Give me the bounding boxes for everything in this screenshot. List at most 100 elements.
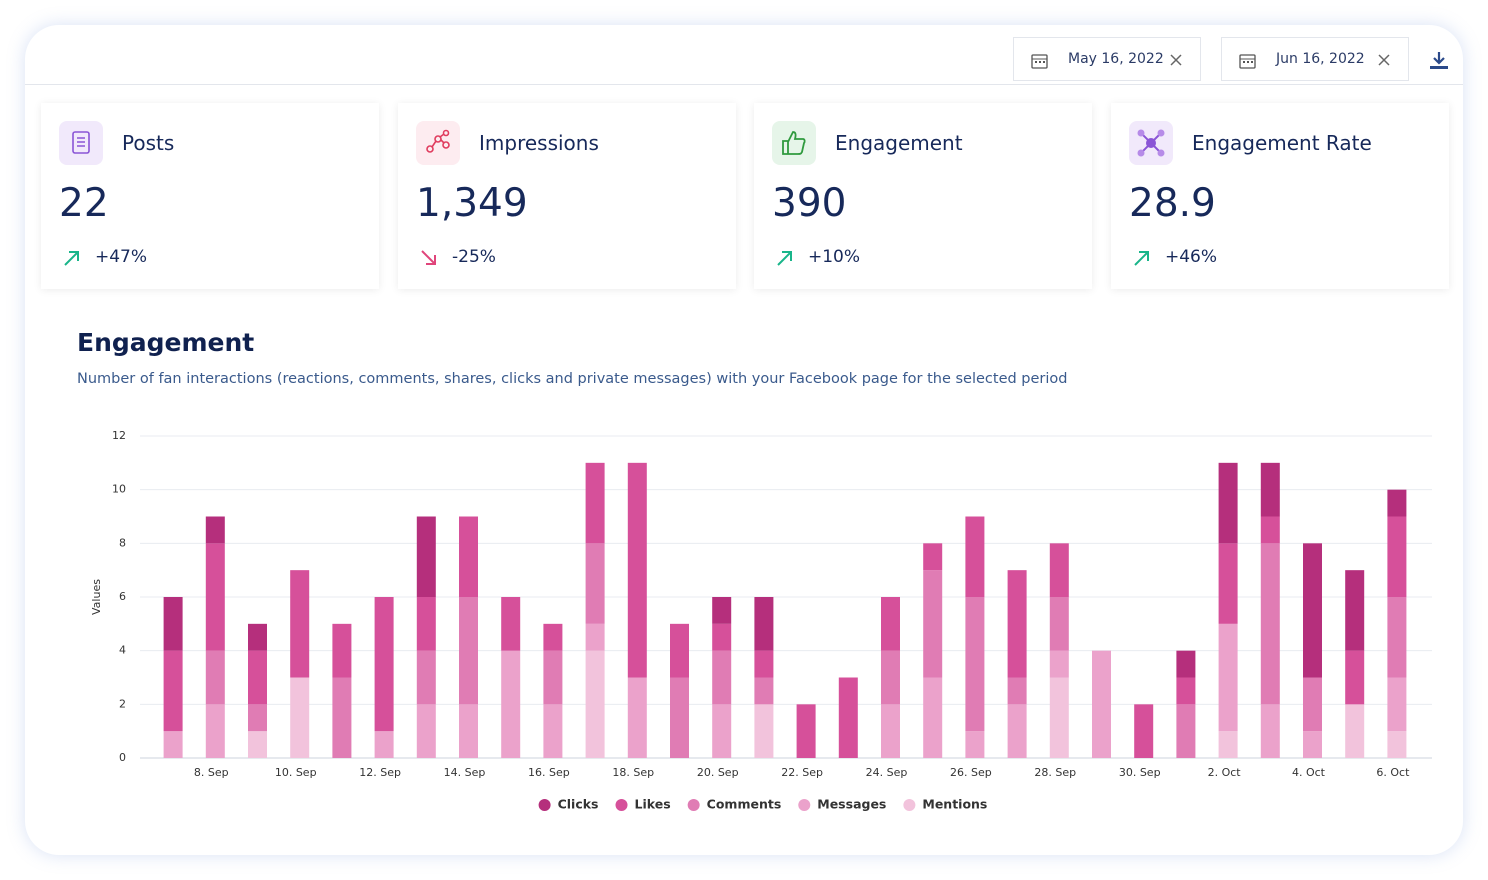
kpi-card: Engagement 390 +10%: [754, 103, 1092, 289]
bar-segment: [459, 516, 478, 597]
kpi-label: Engagement: [835, 131, 963, 155]
trend-arrow: [774, 247, 796, 273]
bar-segment: [923, 570, 943, 678]
bar-segment: [1176, 650, 1196, 678]
bar-segment: [543, 650, 563, 705]
bar-segment: [1049, 650, 1069, 678]
bar-segment: [1303, 731, 1322, 758]
x-tick-label: 14. Sep: [444, 766, 486, 779]
date-to: Jun 16, 2022: [1276, 51, 1365, 67]
bar-segment: [290, 677, 310, 758]
bar-segment: [374, 597, 394, 732]
bar-segment: [416, 704, 436, 758]
bar-segment: [796, 704, 816, 758]
bar-segment: [881, 597, 900, 651]
bar-segment: [585, 623, 605, 651]
bar-segment: [248, 623, 267, 651]
legend-marker: [538, 799, 551, 811]
bar-segment: [248, 731, 267, 758]
bar-segment: [1260, 462, 1280, 517]
bar-segment: [965, 731, 985, 758]
bar-segment: [754, 597, 774, 651]
bar-segment: [754, 650, 774, 678]
bar-segment: [712, 597, 732, 624]
date-from: May 16, 2022: [1068, 51, 1164, 67]
bar-segment: [1218, 623, 1238, 732]
bar-segment: [1218, 462, 1238, 544]
bar-segment: [248, 650, 267, 705]
bar-segment: [543, 623, 563, 651]
bar-segment: [1007, 570, 1027, 678]
bar-segment: [1387, 489, 1407, 517]
bar-segment: [1176, 704, 1196, 758]
bar-segment: [754, 704, 774, 758]
bar-segment: [459, 597, 478, 705]
kpi-value: 28.9: [1129, 181, 1216, 226]
chart-title: Engagement: [77, 328, 255, 357]
bar-segment: [1260, 516, 1280, 544]
trend-arrow: [418, 247, 440, 273]
bar-segment: [205, 516, 225, 544]
y-tick-label: 10: [112, 483, 126, 496]
kpi-label: Impressions: [479, 131, 599, 155]
date-from-picker[interactable]: May 16, 2022: [1013, 37, 1201, 81]
y-tick-label: 6: [119, 590, 126, 603]
bar-segment: [1345, 704, 1365, 758]
bar-segment: [1134, 704, 1154, 758]
bar-segment: [585, 543, 605, 624]
kpi-icon: [772, 121, 816, 165]
bar-segment: [1387, 597, 1407, 678]
date-to-picker[interactable]: Jun 16, 2022: [1221, 37, 1409, 81]
bar-segment: [923, 543, 943, 571]
bar-segment: [205, 543, 225, 651]
x-tick-label: 12. Sep: [359, 766, 401, 779]
bar-segment: [881, 704, 900, 758]
bar-segment: [627, 677, 647, 758]
y-tick-label: 12: [112, 429, 126, 442]
bar-segment: [1303, 543, 1322, 678]
bar-segment: [965, 516, 985, 597]
x-tick-label: 4. Oct: [1292, 766, 1326, 779]
chart-subtitle: Number of fan interactions (reactions, c…: [77, 371, 1068, 387]
bar-segment: [1049, 543, 1069, 597]
bar-segment: [712, 623, 732, 651]
divider: [25, 84, 1463, 85]
bar-segment: [332, 677, 352, 758]
x-tick-label: 16. Sep: [528, 766, 570, 779]
bar-segment: [670, 623, 689, 678]
kpi-change: +10%: [808, 247, 861, 267]
legend-marker: [798, 799, 811, 811]
legend-label: Comments: [707, 797, 782, 812]
download-button[interactable]: [1428, 50, 1450, 72]
bar-segment: [374, 731, 394, 758]
bar-segment: [923, 677, 943, 758]
kpi-label: Engagement Rate: [1192, 131, 1372, 155]
y-tick-label: 2: [119, 697, 126, 710]
bar-segment: [1345, 650, 1365, 705]
bar-segment: [1176, 677, 1196, 705]
x-tick-label: 20. Sep: [697, 766, 739, 779]
legend-marker: [903, 799, 916, 811]
bar-segment: [163, 731, 183, 758]
bar-segment: [332, 623, 352, 678]
bar-segment: [1260, 543, 1280, 705]
legend-marker: [615, 799, 628, 811]
legend-label: Messages: [817, 797, 886, 812]
x-tick-label: 2. Oct: [1208, 766, 1242, 779]
kpi-value: 22: [59, 181, 109, 226]
legend-label: Mentions: [922, 797, 987, 812]
bar-segment: [290, 570, 310, 678]
bar-segment: [543, 704, 563, 758]
x-tick-label: 8. Sep: [194, 766, 229, 779]
legend-label: Likes: [635, 797, 671, 812]
x-tick-label: 30. Sep: [1119, 766, 1161, 779]
bar-segment: [1092, 650, 1111, 758]
x-tick-label: 28. Sep: [1034, 766, 1076, 779]
bar-segment: [1007, 704, 1027, 758]
bar-segment: [965, 597, 985, 732]
kpi-icon: [416, 121, 460, 165]
y-tick-label: 4: [119, 644, 126, 657]
bar-segment: [1303, 677, 1322, 732]
